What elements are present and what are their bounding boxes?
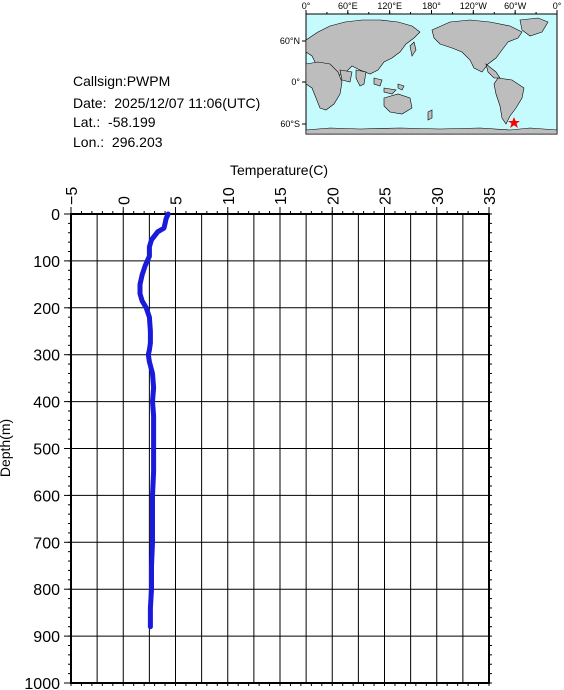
station-marker-icon: [508, 117, 520, 128]
y-tick-label: 700: [33, 535, 60, 552]
landmass: [305, 61, 343, 111]
x-tick-labels: −5 0 5 10 15 20 25 30 35: [64, 187, 499, 205]
landmass: [373, 77, 405, 95]
y-tick-label: 900: [33, 629, 60, 646]
map-lon-label: 180°: [422, 1, 441, 11]
lon-label: Lon.:: [73, 134, 105, 150]
world-map: 0° 60°E 120°E 180° 120°W 60°W 0° 60°N 0° 60°S: [280, 1, 562, 135]
landmass: [305, 127, 558, 135]
x-tick-label: 0: [116, 196, 133, 205]
date-row: Date: 2025/12/07 11:06(UTC): [73, 96, 260, 110]
landmass: [355, 69, 367, 87]
landmass: [493, 77, 525, 125]
y-tick-labels: 0 100 200 300 400 500 600 700 800 900 1000: [24, 207, 60, 690]
lon-value: 296.203: [111, 134, 163, 150]
lat-label: Lat.:: [73, 114, 101, 130]
y-axis-title: Depth(m): [0, 419, 13, 477]
landmass: [409, 41, 417, 57]
map-lat-label: 60°S: [280, 119, 300, 129]
lat-value: -58.199: [108, 114, 156, 130]
y-tick-label: 500: [33, 442, 60, 459]
x-tick-label: −5: [64, 187, 81, 205]
y-tick-label: 600: [33, 488, 60, 505]
y-tick-label: 300: [33, 348, 60, 365]
x-tick-label: 35: [482, 187, 499, 205]
map-lon-label: 0°: [553, 1, 562, 11]
y-tick-label: 0: [51, 207, 60, 224]
landmass: [427, 109, 433, 121]
map-lon-label: 60°E: [338, 1, 358, 11]
landmass: [383, 93, 413, 115]
date-label: Date:: [73, 95, 107, 111]
lat-row: Lat.: -58.199: [73, 115, 156, 129]
y-tick-label: 800: [33, 582, 60, 599]
y-tick-label: 400: [33, 395, 60, 412]
landmass: [485, 63, 501, 79]
callsign-row: Callsign:PWPM: [73, 74, 170, 88]
date-value: 2025/12/07 11:06(UTC): [114, 95, 261, 111]
y-tick-label: 1000: [24, 676, 60, 690]
map-lon-label: 0°: [302, 1, 311, 11]
x-tick-label: 20: [325, 187, 342, 205]
x-tick-label: 10: [221, 187, 238, 205]
map-lon-labels: 0° 60°E 120°E 180° 120°W 60°W 0°: [302, 1, 562, 11]
map-lon-label: 120°W: [460, 1, 488, 11]
y-tick-label: 100: [33, 254, 60, 271]
landmass: [339, 69, 353, 83]
x-tick-label: 15: [273, 187, 290, 205]
map-lat-labels: 60°N 0° 60°S: [280, 36, 301, 129]
x-tick-label: 25: [378, 187, 395, 205]
map-land: [305, 17, 558, 135]
map-lat-label: 60°N: [280, 36, 300, 46]
y-tick-label: 200: [33, 301, 60, 318]
temperature-profile-line: [137, 211, 171, 630]
station-info: Callsign:PWPM Date: 2025/12/07 11:06(UTC…: [73, 74, 260, 149]
minor-ticks: [68, 211, 492, 686]
lon-row: Lon.: 296.203: [73, 135, 163, 149]
landmass: [519, 17, 549, 37]
callsign-label: Callsign:: [73, 73, 127, 89]
map-lat-label: 0°: [291, 77, 300, 87]
x-axis-title: Temperature(C): [230, 162, 328, 178]
map-lon-label: 60°W: [504, 1, 527, 11]
map-ticks: [302, 10, 558, 125]
callsign-value: PWPM: [126, 73, 171, 89]
chart-grid: [64, 207, 490, 684]
x-tick-label: 30: [430, 187, 447, 205]
map-lon-label: 120°E: [377, 1, 402, 11]
landmass: [431, 19, 523, 73]
x-tick-label: 5: [169, 196, 186, 205]
